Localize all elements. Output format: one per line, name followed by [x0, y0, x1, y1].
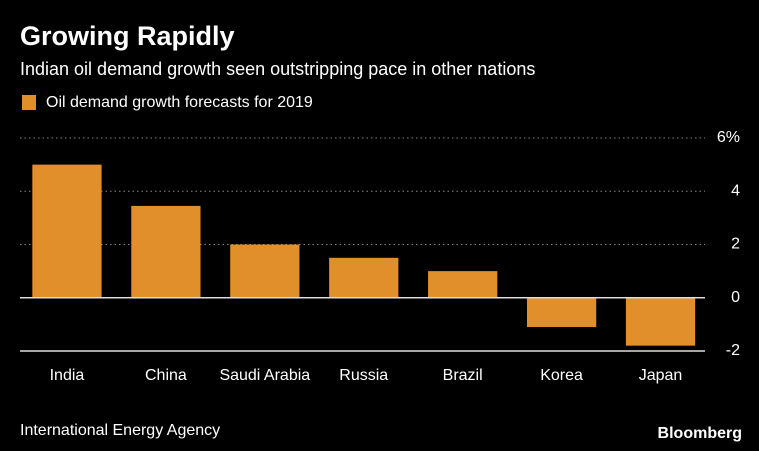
bar [526, 297, 597, 328]
x-tick-label: India [49, 367, 85, 384]
x-tick-label: China [144, 367, 187, 384]
bar [329, 257, 399, 298]
x-tick-label: Japan [638, 367, 683, 384]
x-tick-label: Saudi Arabia [219, 367, 311, 384]
chart-title: Growing Rapidly [20, 21, 235, 51]
y-tick-label: 6% [717, 129, 740, 146]
bar [131, 205, 201, 298]
bar [428, 271, 498, 298]
bar [32, 164, 102, 298]
y-tick-label: -2 [726, 342, 740, 359]
legend-swatch [22, 95, 36, 110]
legend-label: Oil demand growth forecasts for 2019 [46, 94, 313, 111]
bar [230, 244, 300, 298]
x-tick-label: Brazil [442, 367, 483, 384]
chart-subtitle: Indian oil demand growth seen outstrippi… [20, 59, 535, 79]
source: International Energy Agency [20, 422, 220, 439]
x-tick-label: Russia [339, 367, 389, 384]
x-tick-label: Korea [540, 367, 583, 384]
brand: Bloomberg [658, 425, 742, 442]
y-tick-label: 2 [731, 236, 740, 253]
y-tick-label: 0 [731, 289, 740, 306]
bar [625, 297, 696, 346]
y-tick-label: 4 [731, 182, 740, 199]
